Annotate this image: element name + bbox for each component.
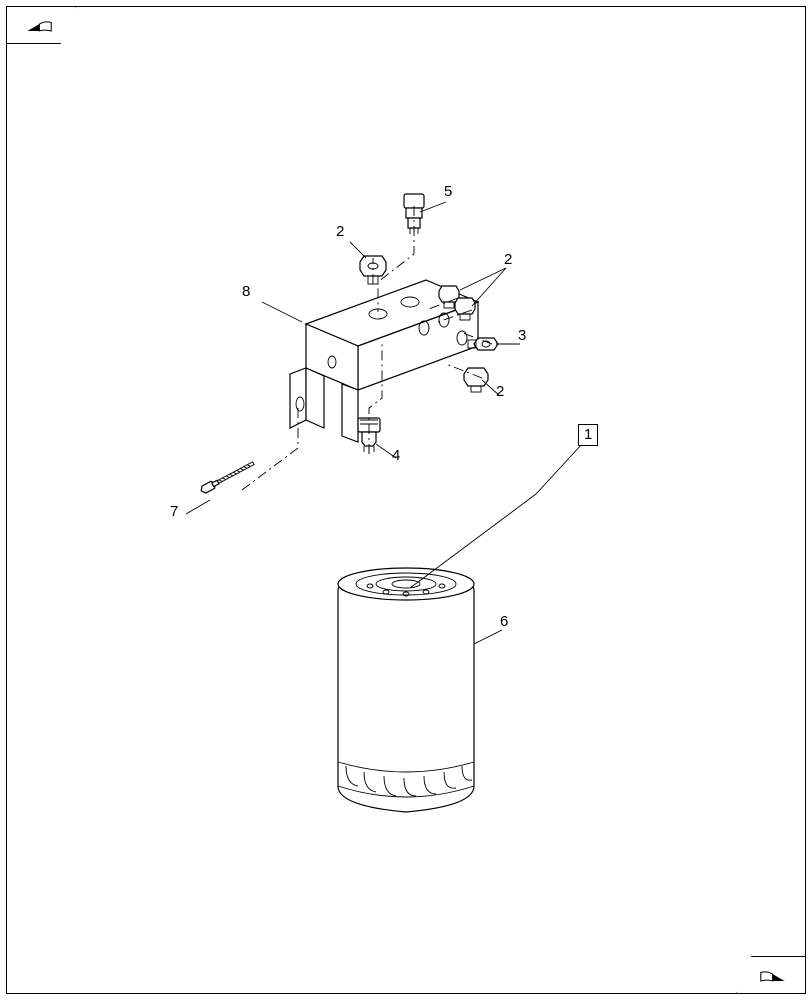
callout-7: 7 [170, 504, 178, 519]
callout-5: 5 [444, 184, 452, 199]
part-filter-6 [338, 568, 474, 812]
callout-3: 3 [518, 328, 526, 343]
part-bracket [290, 280, 478, 442]
callout-4: 4 [392, 448, 400, 463]
callout-6: 6 [500, 614, 508, 629]
callout-2-a: 2 [336, 224, 344, 239]
part-bolt-7 [199, 460, 255, 495]
part-plug-2-lower [464, 368, 488, 392]
exploded-diagram [6, 6, 806, 994]
callout-8: 8 [242, 284, 250, 299]
callout-2-c: 2 [496, 384, 504, 399]
callout-2-b: 2 [504, 252, 512, 267]
callout-1: 1 [578, 424, 598, 446]
